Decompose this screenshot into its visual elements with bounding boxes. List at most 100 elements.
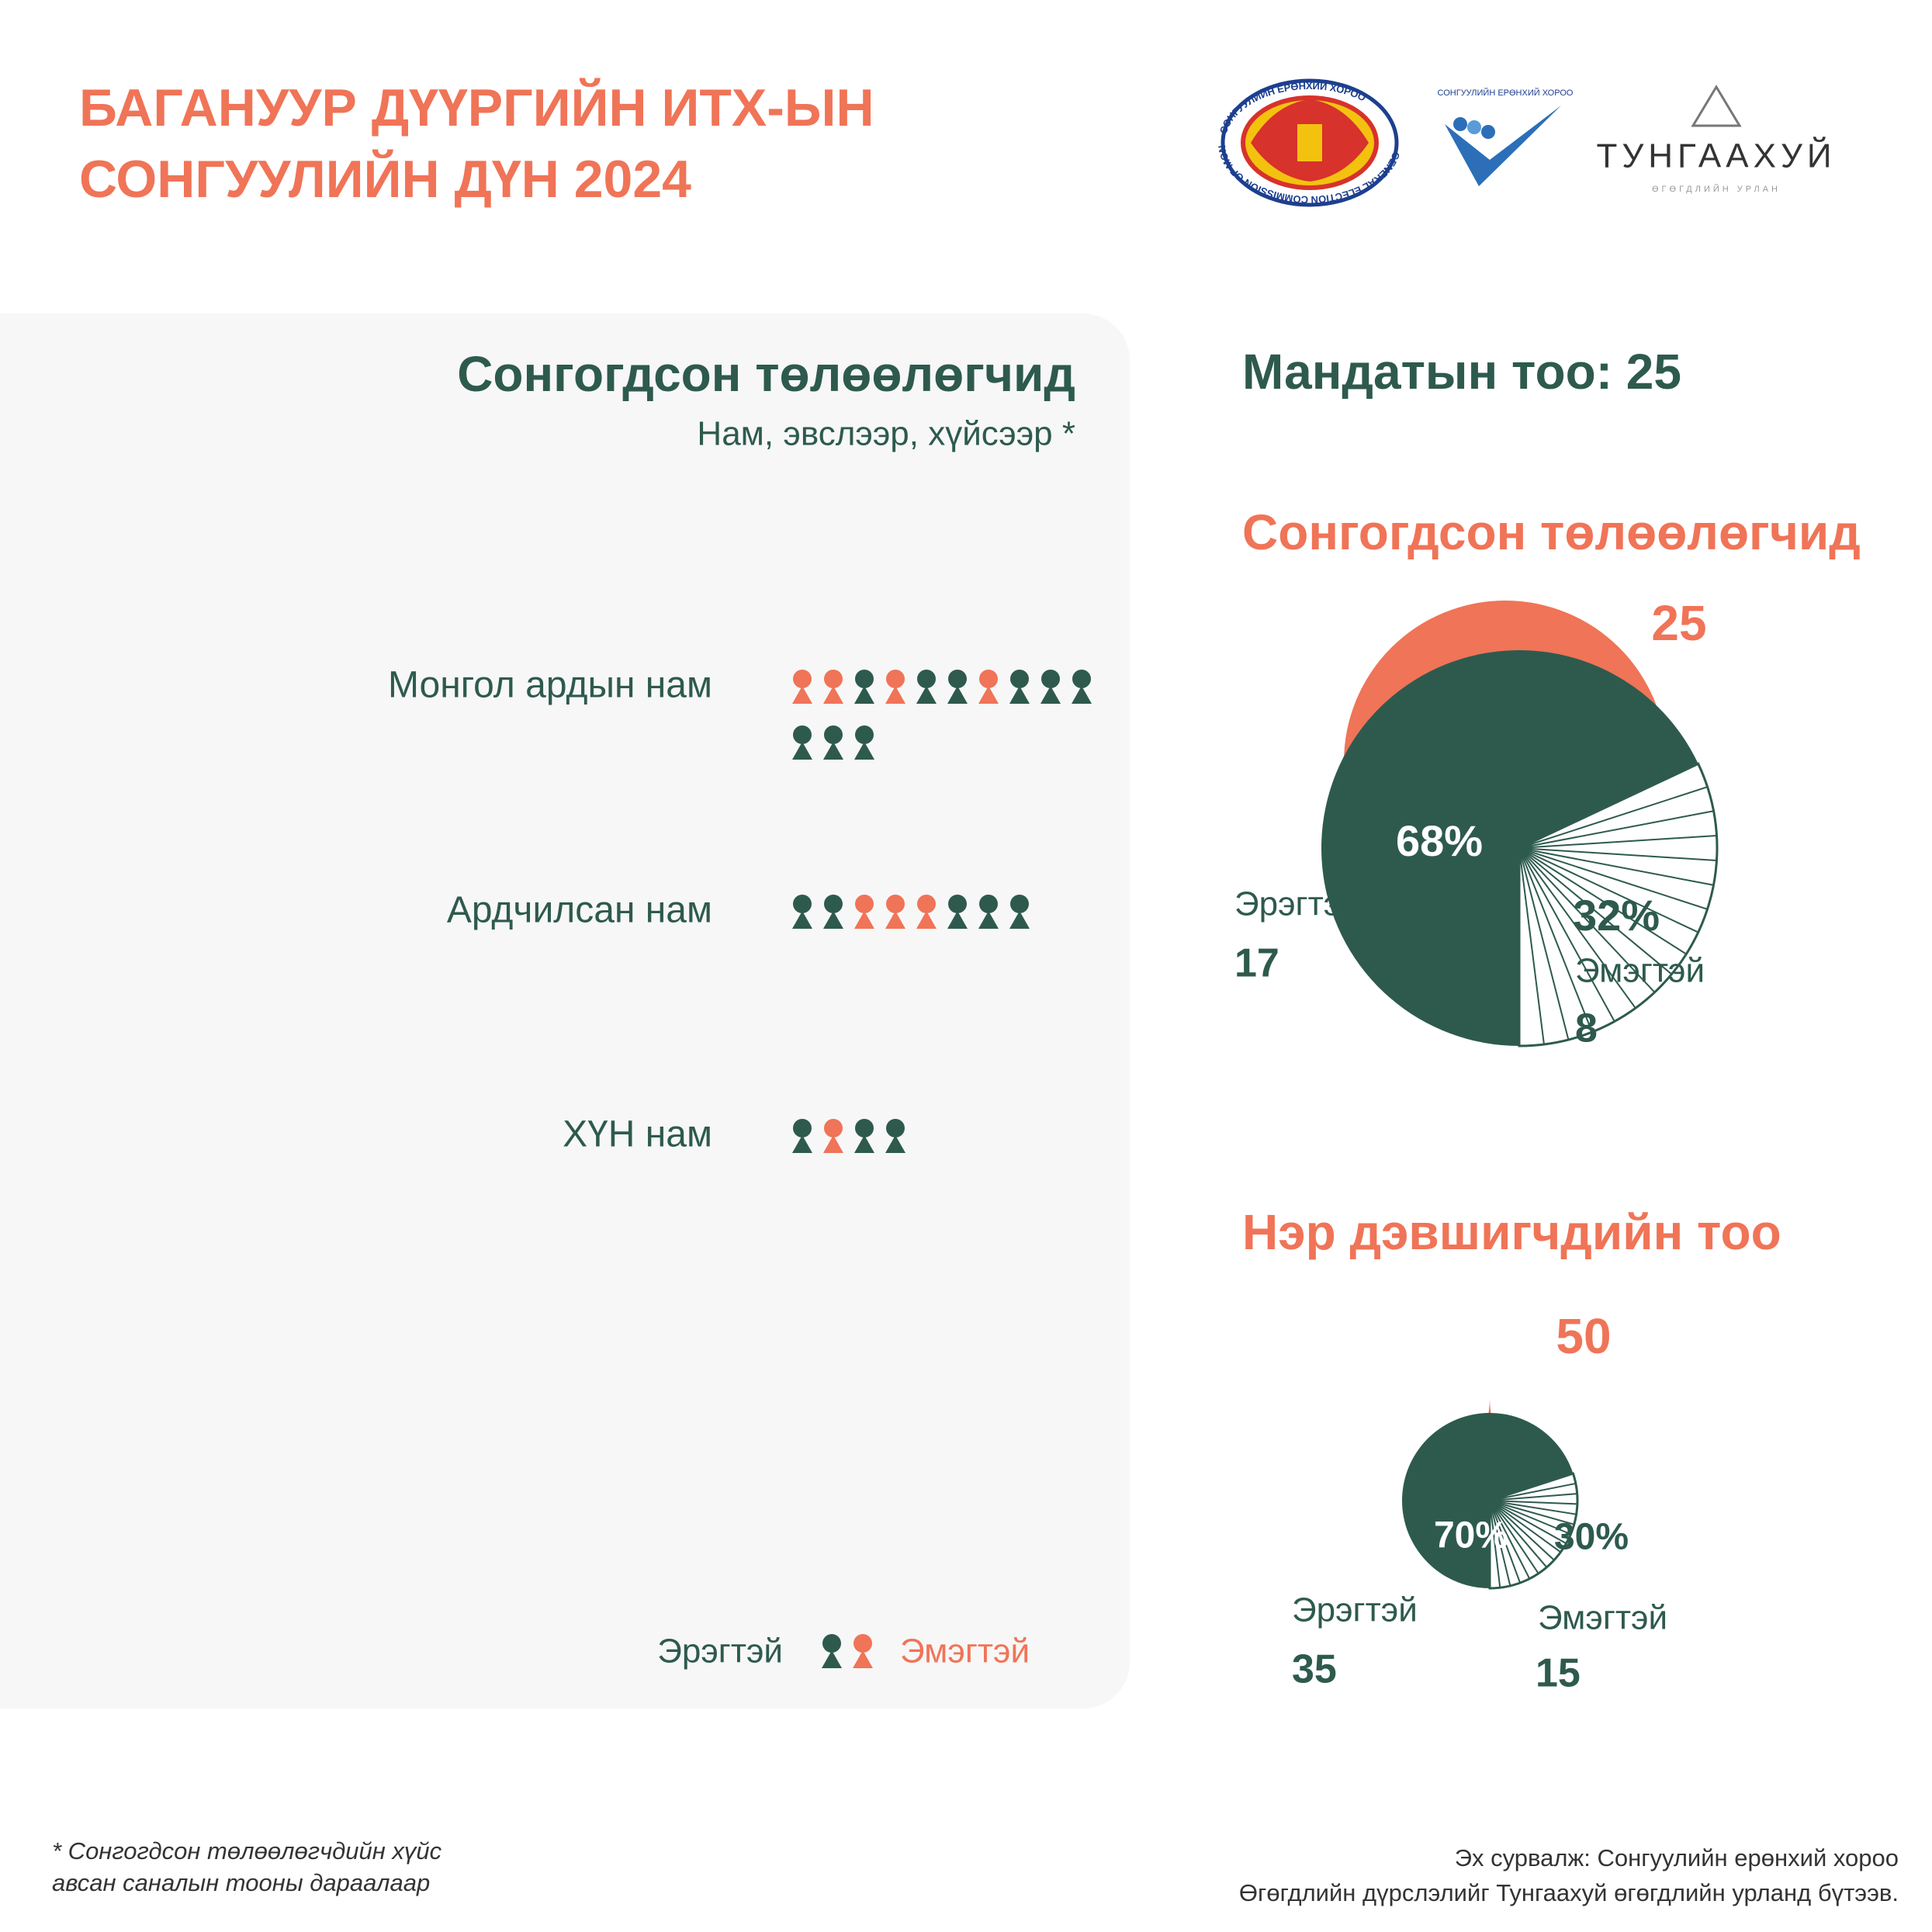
percent-label: 68%	[1396, 816, 1483, 865]
person-body	[823, 742, 843, 760]
hatch-line	[1489, 1500, 1571, 1536]
hatch-line	[1489, 1500, 1548, 1568]
person-head	[1010, 670, 1029, 688]
person-head	[1010, 895, 1029, 913]
brand-sub: ӨГӨГДЛИЙН УРЛАН	[1652, 184, 1781, 194]
person-body	[947, 911, 968, 929]
hatch-line	[1489, 1500, 1511, 1587]
mandates-label: Мандатын тоо:	[1242, 344, 1612, 400]
person-icon	[947, 670, 968, 704]
hatch-line	[1518, 847, 1708, 910]
person-body	[853, 1650, 873, 1668]
person-head	[824, 1119, 843, 1137]
chart-title: Нэр дэвшигчдийн тоо	[1242, 1204, 1781, 1260]
person-head	[1072, 670, 1091, 688]
brand-name: ТУНГААХУЙ	[1596, 136, 1836, 175]
hatch-line	[1489, 1500, 1539, 1574]
person-body	[792, 911, 812, 929]
person-body	[885, 911, 905, 929]
person-body	[1009, 911, 1030, 929]
person-icon	[947, 895, 968, 929]
legend-label: Эмэгтэй	[900, 1633, 1030, 1671]
chart-total: 25	[1651, 595, 1706, 651]
person-body	[792, 686, 812, 704]
source: Өгөгдлийн дүрслэлийг Тунгаахуй өгөгдлийн…	[1239, 1879, 1899, 1906]
hatch-line	[1518, 847, 1656, 993]
category-label: Эмэгтэй	[1538, 1599, 1667, 1637]
person-icon	[823, 1119, 843, 1153]
person-icon	[854, 670, 874, 704]
person-icon	[1009, 670, 1030, 704]
person-head	[824, 725, 843, 744]
hatch-line	[1518, 847, 1615, 1022]
person-body	[854, 742, 874, 760]
person-icon	[854, 1119, 874, 1153]
logo-caption: СОНГУУЛИЙН ЕРӨНХИЙ ХОРОО	[1438, 88, 1574, 98]
hatch-line	[1518, 847, 1714, 886]
pictogram: Монгол ардын нам Ардчилсан нам ХҮН нам	[388, 665, 1092, 1155]
person-icon	[1009, 895, 1030, 929]
person-icon	[823, 670, 843, 704]
percent-label: 70%	[1434, 1515, 1508, 1556]
person-head	[822, 1634, 841, 1653]
person-body	[792, 742, 812, 760]
hatch-line	[1489, 1500, 1531, 1580]
category-label: Эрэгтэй	[1292, 1591, 1418, 1629]
person-icon	[853, 1634, 873, 1668]
person-icon	[916, 895, 937, 929]
person-icon	[978, 670, 999, 704]
hatch-line	[1518, 847, 1673, 975]
party-name: Монгол ардын нам	[388, 665, 712, 706]
person-head	[855, 670, 874, 688]
person-icon	[854, 895, 874, 929]
person-icon	[822, 1634, 842, 1668]
hatch-line	[1518, 847, 1699, 933]
person-body	[823, 1135, 843, 1153]
person-icon	[978, 895, 999, 929]
chart-title: Сонгогдсон төлөөлөгчид	[1242, 504, 1861, 560]
person-head	[979, 670, 998, 688]
person-head	[824, 670, 843, 688]
hatch-line	[1518, 834, 1717, 849]
person-icon	[792, 895, 812, 929]
pie-slice	[1402, 1413, 1574, 1588]
person-body	[792, 1135, 812, 1153]
footnote: авсан саналын тооны дараалаар	[52, 1869, 430, 1896]
pie-slice	[1321, 650, 1698, 1046]
person-body	[916, 911, 937, 929]
person-body	[916, 686, 937, 704]
person-head	[855, 725, 874, 744]
hatch-line	[1518, 847, 1636, 1009]
person-head	[886, 895, 905, 913]
person-body	[1009, 686, 1030, 704]
party-name: Ардчилсан нам	[447, 890, 712, 931]
person-head	[793, 895, 812, 913]
person-body	[854, 686, 874, 704]
panel-title: Сонгогдсон төлөөлөгчид	[457, 346, 1075, 402]
hatch-line	[1518, 810, 1714, 849]
legend: Эрэгтэй Эмэгтэй	[657, 1633, 1030, 1671]
pie-chart: Сонгогдсон төлөөлөгчид 25 68% Эрэгтэй 17 32% Э…	[1234, 504, 1861, 1051]
hatch-line	[1518, 847, 1717, 862]
person-head	[855, 1119, 874, 1137]
hatch-line	[1518, 847, 1570, 1040]
person-icon	[792, 670, 812, 704]
person-body	[885, 1135, 905, 1153]
person-icon	[854, 725, 874, 760]
category-label: Эрэгтэй	[1234, 885, 1360, 923]
person-body	[854, 1135, 874, 1153]
person-icon	[885, 1119, 905, 1153]
charts: Сонгогдсон төлөөлөгчид 25 68% Эрэгтэй 17 32% Э…	[1234, 504, 1861, 1696]
person-head	[824, 895, 843, 913]
count-label: 15	[1536, 1651, 1581, 1696]
person-head	[853, 1634, 872, 1653]
person-head	[886, 1119, 905, 1137]
person-head	[948, 670, 967, 688]
count-label: 35	[1292, 1647, 1337, 1692]
person-head	[793, 1119, 812, 1137]
person-head	[793, 670, 812, 688]
hatch-line	[1489, 1500, 1555, 1561]
hatch-line	[1518, 847, 1687, 955]
person-body	[885, 686, 905, 704]
